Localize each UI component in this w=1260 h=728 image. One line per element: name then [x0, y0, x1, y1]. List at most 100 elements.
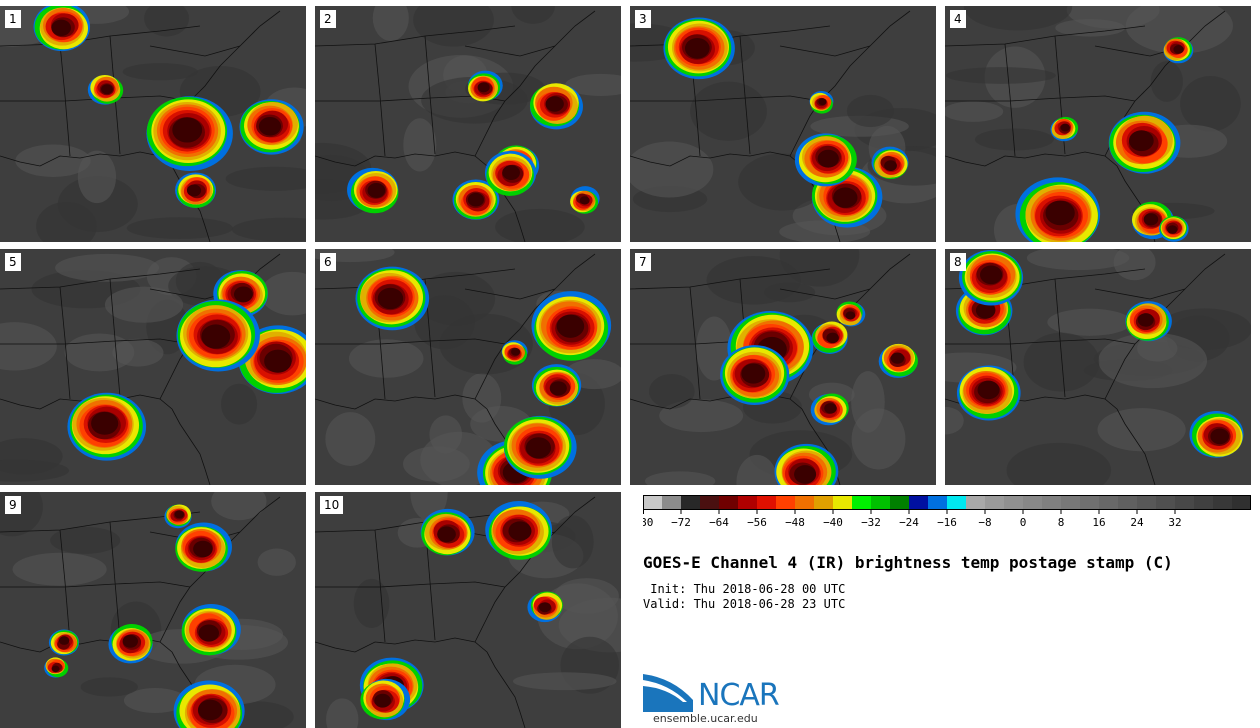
convective-cell	[684, 37, 710, 59]
cloud-texture	[1097, 408, 1186, 452]
colorbar-swatch	[700, 495, 719, 510]
convective-cell	[1045, 200, 1075, 226]
convective-cell	[374, 693, 391, 708]
panel-8: 8	[945, 249, 1251, 485]
cloud-texture	[1055, 19, 1125, 37]
cloud-texture	[1113, 249, 1156, 281]
colorbar-swatch	[776, 495, 795, 510]
convective-cell	[818, 98, 827, 106]
cloud-texture	[736, 454, 778, 485]
colorbar-swatch	[1080, 495, 1099, 510]
convective-cell	[101, 84, 113, 95]
convective-cell	[845, 311, 856, 320]
cloud-texture	[325, 412, 376, 466]
convective-cell	[817, 149, 839, 168]
cloud-texture	[15, 144, 91, 178]
colorbar-swatch	[947, 495, 966, 510]
convective-cell	[556, 314, 585, 338]
cloud-texture	[630, 141, 714, 198]
ncar-logo: NCAR	[643, 672, 803, 728]
cloud-texture	[122, 63, 198, 81]
map-boundary	[0, 10, 281, 242]
colorbar-swatch	[1061, 495, 1080, 510]
panel-4: 4	[945, 6, 1251, 242]
cloud-texture	[221, 383, 258, 425]
cloud-texture	[57, 176, 138, 233]
cloud-texture	[1026, 249, 1130, 271]
convective-cell	[545, 96, 564, 112]
cloud-texture	[512, 672, 617, 691]
convective-cell	[467, 192, 484, 207]
colorbar-swatch	[985, 495, 1004, 510]
map-boundary	[630, 25, 871, 157]
convective-cell	[977, 380, 1000, 400]
ir-map-7	[630, 249, 918, 485]
cloud-texture	[462, 373, 502, 423]
cloud-texture	[945, 406, 964, 435]
panel-number-9: 9	[5, 496, 21, 514]
colorbar-tick-label: −64	[709, 516, 729, 529]
cloud-texture	[211, 492, 267, 521]
colorbar-swatch	[928, 495, 947, 510]
cloud-texture	[1180, 75, 1241, 132]
colorbar-tick-label: −72	[671, 516, 691, 529]
colorbar-swatch	[643, 495, 662, 510]
panel-number-1: 1	[5, 10, 21, 28]
valid-time: Valid: Thu 2018-06-28 23 UTC	[643, 597, 846, 611]
cloud-texture	[175, 261, 224, 301]
convective-cell	[539, 602, 551, 613]
colorbar-swatch	[1099, 495, 1118, 510]
convective-cell	[51, 665, 60, 673]
colorbar-swatch	[1042, 495, 1061, 510]
colorbar-tick-label: 8	[1058, 516, 1065, 529]
cloud-texture	[511, 6, 555, 24]
cloud-texture	[495, 208, 585, 242]
map-boundary	[0, 268, 241, 400]
cloud-texture	[706, 256, 801, 305]
cloud-texture	[260, 271, 306, 316]
cloud-texture	[659, 399, 744, 433]
convective-cell	[884, 160, 897, 172]
convective-cell	[198, 624, 220, 642]
convective-cell	[502, 165, 520, 181]
colorbar-tick-label: 32	[1168, 516, 1181, 529]
ir-map-9	[0, 492, 296, 728]
panel-number-4: 4	[950, 10, 966, 28]
ir-map-2	[315, 6, 621, 242]
colorbar-swatch	[1137, 495, 1156, 510]
ir-map-5	[0, 253, 306, 485]
cloud-texture	[648, 373, 695, 409]
cloud-texture	[974, 128, 1054, 151]
panel-number-3: 3	[635, 10, 651, 28]
convective-cell	[1060, 123, 1070, 132]
cloud-texture	[1150, 61, 1183, 102]
panel-6: 6	[315, 249, 621, 485]
colorbar-tick-label: 16	[1092, 516, 1105, 529]
cloud-texture	[0, 459, 70, 482]
convective-cell	[579, 196, 590, 205]
convective-cell	[824, 403, 837, 414]
panel-10: 10	[315, 492, 621, 728]
panel-number-8: 8	[950, 253, 966, 271]
colorbar-swatch	[795, 495, 814, 510]
convective-cell	[264, 349, 292, 373]
cloud-texture	[12, 552, 107, 586]
convective-cell	[186, 184, 202, 197]
colorbar-swatch	[662, 495, 681, 510]
convective-cell	[58, 636, 70, 645]
map-boundary	[315, 268, 556, 400]
convective-cell	[511, 348, 521, 356]
cloud-texture	[126, 217, 233, 239]
cloud-texture	[1047, 308, 1132, 336]
cloud-texture	[565, 73, 621, 96]
colorbar-tick-label: −56	[747, 516, 767, 529]
colorbar-tick-label: −48	[785, 516, 805, 529]
map-boundary	[945, 268, 1186, 400]
cloud-texture	[945, 67, 1056, 84]
panel-3: 3	[630, 6, 936, 242]
cloud-texture	[851, 371, 885, 433]
map-boundary	[315, 10, 596, 242]
cloud-texture	[0, 322, 57, 371]
colorbar-swatch	[1175, 495, 1194, 510]
